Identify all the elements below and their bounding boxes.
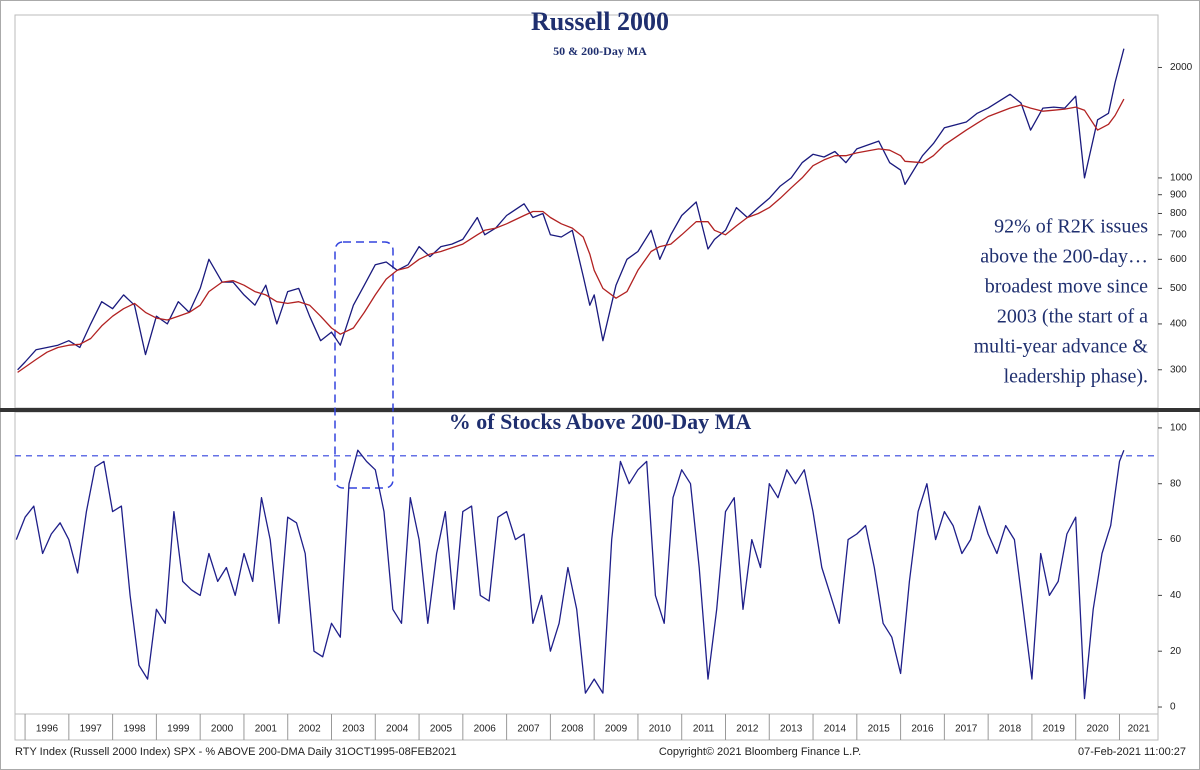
x-tick-label: 2003	[342, 724, 365, 735]
y-tick-label: 0	[1170, 702, 1176, 713]
x-tick-label: 1996	[36, 724, 59, 735]
footer-right: 07-Feb-2021 11:00:27	[1078, 746, 1186, 758]
x-tick-label: 2010	[649, 724, 672, 735]
y-tick-label: 1000	[1170, 173, 1193, 184]
x-tick-label: 2014	[824, 724, 847, 735]
y-tick-label: 400	[1170, 319, 1187, 330]
y-tick-label: 800	[1170, 208, 1187, 219]
y-tick-label: 700	[1170, 229, 1187, 240]
y-tick-label: 60	[1170, 534, 1182, 545]
chart-title: Russell 2000	[531, 7, 669, 36]
panel-title: % of Stocks Above 200-Day MA	[449, 409, 752, 434]
y-tick-label: 2000	[1170, 62, 1193, 73]
annotation: broadest move since	[985, 276, 1148, 298]
chart-subtitle: 50 & 200-Day MA	[553, 44, 647, 58]
x-axis-frame	[14, 713, 1159, 741]
x-tick-label: 2006	[474, 724, 497, 735]
x-tick-label: 2011	[693, 724, 715, 735]
x-tick-label: 2007	[517, 724, 540, 735]
footer-center: Copyright© 2021 Bloomberg Finance L.P.	[659, 746, 861, 758]
x-tick-label: 2016	[911, 724, 934, 735]
x-tick-label: 2018	[999, 724, 1022, 735]
line-series	[15, 449, 1125, 700]
y-tick-label: 40	[1170, 590, 1182, 601]
x-tick-label: 1998	[123, 724, 146, 735]
x-tick-label: 2017	[955, 724, 978, 735]
x-tick-label: 2004	[386, 724, 409, 735]
x-tick-label: 2002	[298, 724, 321, 735]
footer-left: RTY Index (Russell 2000 Index) SPX - % A…	[15, 746, 457, 758]
x-tick-label: 2015	[868, 724, 891, 735]
x-tick-label: 1999	[167, 724, 190, 735]
y-tick-label: 100	[1170, 423, 1187, 434]
y-tick-label: 500	[1170, 283, 1187, 294]
annotation: leadership phase).	[1004, 366, 1148, 388]
x-tick-label: 2019	[1043, 724, 1066, 735]
x-tick-label: 2020	[1086, 724, 1109, 735]
y-tick-label: 80	[1170, 478, 1182, 489]
x-tick-label: 2009	[605, 724, 628, 735]
y-tick-label: 300	[1170, 364, 1187, 375]
annotation: 92% of R2K issues	[994, 216, 1148, 238]
x-tick-label: 2008	[561, 724, 584, 735]
x-tick-label: 2012	[736, 724, 759, 735]
annotation: 2003 (the start of a	[997, 306, 1148, 328]
x-tick-label: 2000	[211, 724, 234, 735]
line-series	[17, 98, 1125, 373]
x-tick-label: 2001	[255, 724, 278, 735]
x-tick-label: 2021	[1128, 724, 1151, 735]
y-tick-label: 900	[1170, 189, 1187, 200]
annotation: above the 200-day…	[980, 246, 1148, 268]
highlight-box	[334, 241, 394, 489]
annotation: multi-year advance &	[974, 336, 1149, 358]
y-tick-label: 600	[1170, 254, 1187, 265]
line-series	[17, 48, 1125, 371]
x-tick-label: 2005	[430, 724, 453, 735]
x-tick-label: 1997	[80, 724, 103, 735]
y-tick-label: 20	[1170, 646, 1182, 657]
x-tick-label: 2013	[780, 724, 803, 735]
